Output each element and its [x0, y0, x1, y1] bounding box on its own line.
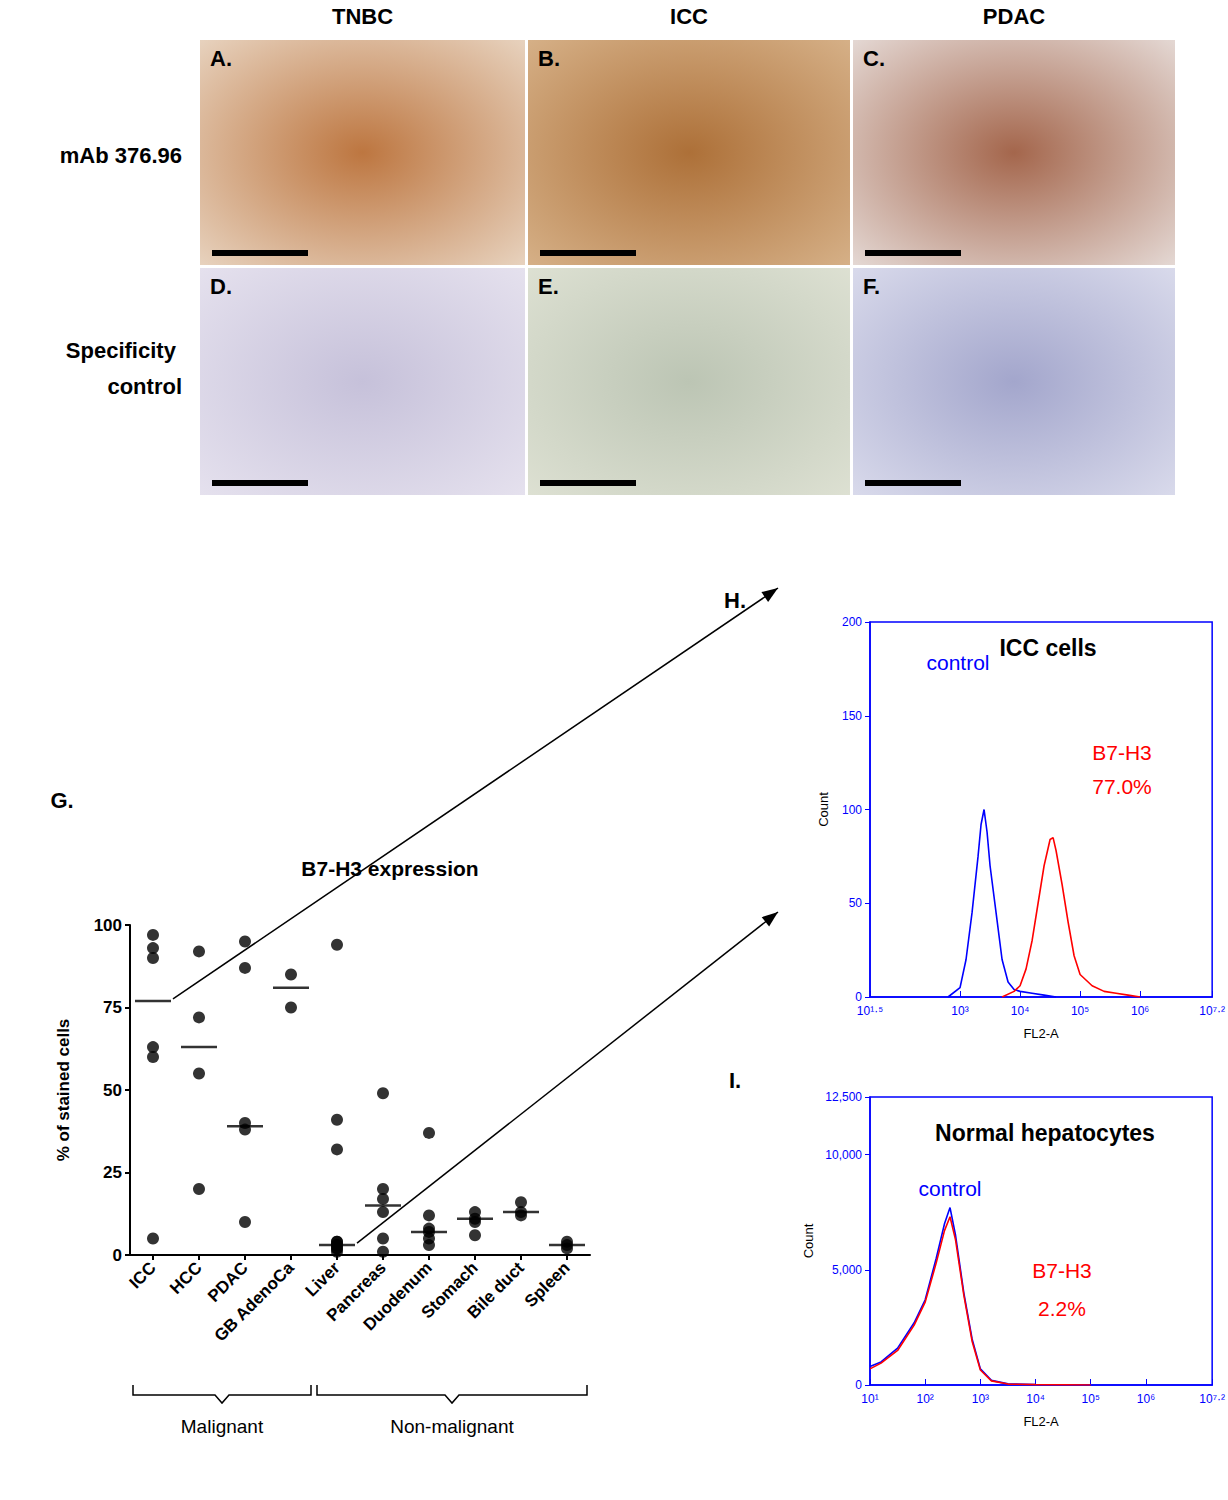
svg-text:Malignant: Malignant [181, 1416, 264, 1437]
svg-text:50: 50 [103, 1081, 122, 1100]
svg-text:PDAC: PDAC [204, 1258, 252, 1306]
svg-text:C.: C. [863, 46, 885, 71]
svg-text:B7-H3: B7-H3 [1092, 741, 1152, 764]
svg-text:I.: I. [729, 1068, 741, 1093]
svg-text:12,500: 12,500 [825, 1090, 862, 1104]
svg-text:200: 200 [842, 615, 862, 629]
svg-text:0: 0 [113, 1246, 122, 1265]
svg-text:10⁴: 10⁴ [1011, 1004, 1030, 1018]
svg-text:10³: 10³ [972, 1392, 989, 1406]
svg-text:GB AdenoCa: GB AdenoCa [211, 1258, 298, 1345]
svg-text:100: 100 [842, 803, 862, 817]
svg-text:100: 100 [94, 916, 122, 935]
svg-text:Pancreas: Pancreas [322, 1258, 390, 1326]
svg-text:0: 0 [855, 1378, 862, 1392]
svg-text:B7-H3 expression: B7-H3 expression [301, 857, 478, 880]
svg-text:10⁴: 10⁴ [1026, 1392, 1045, 1406]
svg-text:Spleen: Spleen [521, 1258, 574, 1311]
svg-text:B7-H3: B7-H3 [1032, 1259, 1092, 1282]
svg-text:A.: A. [210, 46, 232, 71]
svg-text:10¹: 10¹ [861, 1392, 878, 1406]
svg-text:75: 75 [103, 998, 122, 1017]
svg-text:10⁵: 10⁵ [1071, 1004, 1089, 1018]
svg-text:10⁶: 10⁶ [1137, 1392, 1155, 1406]
svg-text:ICC: ICC [126, 1258, 160, 1292]
svg-text:77.0%: 77.0% [1092, 775, 1152, 798]
svg-text:10²: 10² [917, 1392, 934, 1406]
svg-text:TNBC: TNBC [332, 4, 393, 29]
svg-text:HCC: HCC [166, 1258, 205, 1297]
svg-text:10⁷·²: 10⁷·² [1199, 1004, 1225, 1018]
svg-text:B.: B. [538, 46, 560, 71]
svg-text:150: 150 [842, 709, 862, 723]
svg-text:ICC cells: ICC cells [999, 635, 1096, 661]
svg-text:10,000: 10,000 [825, 1148, 862, 1162]
svg-text:H.: H. [724, 588, 746, 613]
svg-text:10⁶: 10⁶ [1131, 1004, 1149, 1018]
svg-text:E.: E. [538, 274, 559, 299]
svg-text:10³: 10³ [951, 1004, 968, 1018]
svg-text:Stomach: Stomach [417, 1258, 482, 1323]
svg-text:control: control [926, 651, 989, 674]
svg-text:G.: G. [50, 788, 73, 813]
svg-text:50: 50 [849, 896, 863, 910]
svg-text:Normal hepatocytes: Normal hepatocytes [935, 1120, 1155, 1146]
svg-text:5,000: 5,000 [832, 1263, 862, 1277]
svg-text:control: control [107, 374, 182, 399]
svg-text:D.: D. [210, 274, 232, 299]
svg-text:Count: Count [816, 792, 831, 827]
svg-text:Specificity: Specificity [66, 338, 182, 363]
svg-text:Duodenum: Duodenum [360, 1258, 436, 1334]
svg-text:ICC: ICC [670, 4, 708, 29]
svg-text:FL2-A: FL2-A [1023, 1026, 1059, 1041]
svg-text:10⁷·²: 10⁷·² [1199, 1392, 1225, 1406]
svg-text:0: 0 [855, 990, 862, 1004]
svg-text:control: control [918, 1177, 981, 1200]
svg-text:2.2%: 2.2% [1038, 1297, 1086, 1320]
svg-text:F.: F. [863, 274, 880, 299]
svg-text:Bile duct: Bile duct [464, 1258, 528, 1322]
svg-text:mAb 376.96: mAb 376.96 [60, 143, 182, 168]
svg-text:Liver: Liver [302, 1258, 344, 1300]
svg-text:10⁵: 10⁵ [1082, 1392, 1100, 1406]
svg-text:% of stained cells: % of stained cells [54, 1019, 73, 1162]
svg-text:10¹·⁵: 10¹·⁵ [857, 1004, 883, 1018]
svg-text:25: 25 [103, 1163, 122, 1182]
svg-text:Count: Count [801, 1223, 816, 1258]
svg-text:Non-malignant: Non-malignant [390, 1416, 514, 1437]
svg-text:FL2-A: FL2-A [1023, 1414, 1059, 1429]
svg-text:PDAC: PDAC [983, 4, 1045, 29]
